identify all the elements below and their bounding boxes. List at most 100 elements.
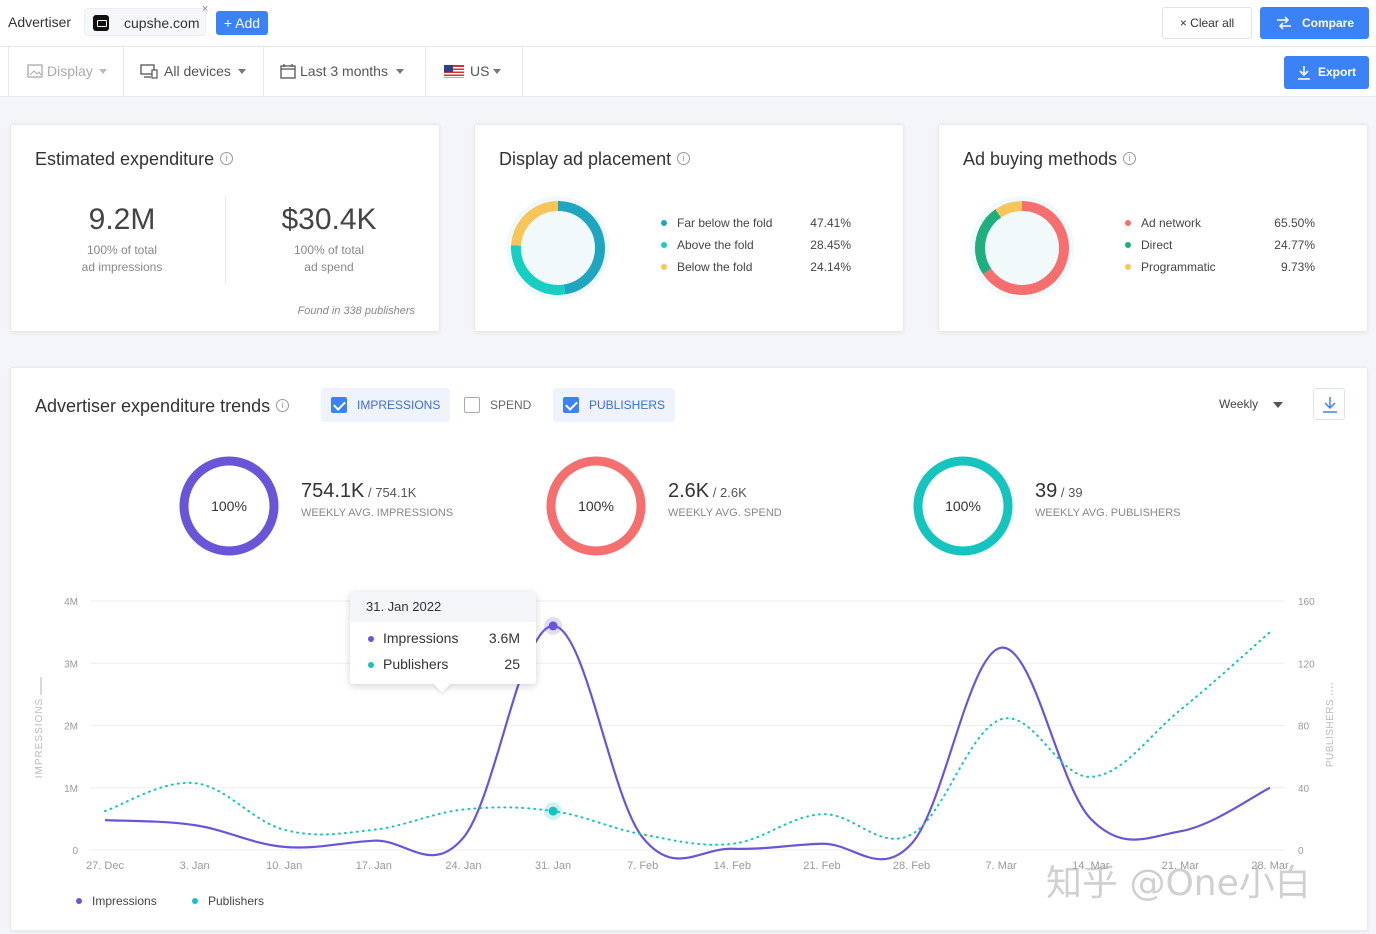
- metric-ring-percent: 100%: [211, 498, 247, 514]
- metric-current: 2.6K: [668, 480, 710, 502]
- advertiser-domain: cupshe.com: [124, 15, 200, 31]
- clear-all-button[interactable]: × Clear all: [1162, 7, 1252, 39]
- found-in-publishers: Found in 338 publishers: [297, 305, 415, 317]
- impressions-caption-line: 100% of total: [86, 243, 158, 257]
- ad-buying-methods-card: Ad buying methods i Ad network 65.50% Direc…: [938, 124, 1368, 332]
- metric-ring-percent: 100%: [945, 498, 981, 514]
- donut-segment[interactable]: [975, 201, 1069, 295]
- legend-label: Publishers: [208, 894, 265, 908]
- donut-segment[interactable]: [975, 201, 1069, 295]
- tooltip-date: 31. Jan 2022: [350, 592, 536, 622]
- download-icon: [1323, 397, 1337, 413]
- chevron-down-icon: [238, 69, 246, 74]
- metric-current: 39: [1035, 480, 1058, 502]
- export-button[interactable]: Export: [1284, 56, 1369, 89]
- legend-label: Programmatic: [1141, 260, 1216, 274]
- granularity-label: Weekly: [1219, 397, 1259, 411]
- trends-title: Advertiser expenditure trends i: [35, 396, 290, 417]
- metric-current: 754.1K: [301, 480, 365, 502]
- metric-total: / 754.1K: [364, 485, 417, 500]
- clear-all-label: Clear all: [1190, 16, 1235, 30]
- legend-item: Programmatic 9.73%: [1125, 260, 1315, 276]
- compare-label: Compare: [1302, 16, 1355, 30]
- period-label: Last 3 months: [300, 63, 388, 79]
- devices-dropdown[interactable]: All devices: [124, 47, 264, 96]
- card-title: Ad buying methods i: [963, 149, 1137, 170]
- info-icon[interactable]: i: [276, 398, 290, 412]
- estimated-expenditure-title: Estimated expenditure: [35, 149, 215, 169]
- donut-halo: [970, 196, 1074, 300]
- publishers-dot-icon: [192, 898, 198, 904]
- chevron-down-icon: [493, 69, 501, 74]
- metric-ring-percent: 100%: [578, 498, 614, 514]
- granularity-dropdown[interactable]: Weekly: [1219, 397, 1283, 411]
- publishers-dot-icon: [368, 662, 374, 668]
- donut-segment[interactable]: [511, 201, 605, 295]
- estimated-expenditure-card: Estimated expenditure i 9.2M 100% of tota…: [10, 124, 440, 332]
- chevron-down-icon: [396, 69, 404, 74]
- legend-percent: 24.14%: [810, 260, 851, 274]
- tooltip-value: 25: [504, 656, 520, 672]
- remove-advertiser-icon[interactable]: ×: [202, 3, 209, 15]
- card-title: Estimated expenditure i: [35, 149, 234, 170]
- calendar-icon: [280, 64, 296, 79]
- download-chart-button[interactable]: [1313, 388, 1345, 420]
- metric-total: / 2.6K: [709, 485, 747, 500]
- metric-ring-chart: [913, 456, 1013, 556]
- tooltip-row: Impressions 3.6M: [368, 630, 520, 648]
- legend-item: Direct 24.77%: [1125, 238, 1315, 254]
- tooltip-label: Impressions: [383, 630, 459, 646]
- legend-dot-icon: [661, 264, 667, 270]
- legend-item: Far below the fold 47.41%: [661, 216, 851, 232]
- metric-label: WEEKLY AVG. IMPRESSIONS: [301, 507, 454, 519]
- info-icon[interactable]: i: [1123, 151, 1137, 165]
- checkbox-checked-icon: [563, 397, 579, 413]
- tooltip-value: 3.6M: [488, 630, 520, 646]
- impressions-dot-icon: [368, 636, 374, 642]
- metric-ring-chart: [546, 456, 646, 556]
- chevron-down-icon: [99, 69, 107, 74]
- impressions-caption-line: ad impressions: [81, 260, 163, 274]
- info-icon[interactable]: i: [677, 151, 691, 165]
- ad-type-dropdown[interactable]: Display: [8, 47, 124, 96]
- tooltip-row: Publishers 25: [368, 656, 520, 674]
- info-icon[interactable]: i: [220, 151, 234, 165]
- add-advertiser-button[interactable]: + Add: [216, 11, 268, 35]
- card-title: Display ad placement i: [499, 149, 691, 170]
- chart-legend-impressions[interactable]: Impressions: [76, 894, 176, 910]
- chart-legend-publishers[interactable]: Publishers: [192, 894, 292, 910]
- metric-ring: 100%: [544, 454, 648, 558]
- trends-title-text: Advertiser expenditure trends: [35, 396, 271, 416]
- legend-label: Above the fold: [677, 238, 754, 252]
- us-flag-icon: [444, 65, 464, 78]
- impressions-toggle[interactable]: IMPRESSIONS: [321, 388, 451, 422]
- advertiser-chip[interactable]: cupshe.com ×: [84, 3, 208, 36]
- legend-item: Above the fold 28.45%: [661, 238, 851, 254]
- period-dropdown[interactable]: Last 3 months: [264, 47, 426, 96]
- ad-type-label: Display: [47, 63, 93, 79]
- spend-caption-line: 100% of total: [293, 243, 365, 257]
- legend-dot-icon: [661, 242, 667, 248]
- legend-dot-icon: [1125, 264, 1131, 270]
- display-ad-icon: [27, 64, 43, 78]
- legend-percent: 9.73%: [1280, 260, 1315, 274]
- impressions-value: 9.2M: [88, 203, 156, 236]
- metric-ring-fill: [179, 456, 279, 556]
- chart-tooltip: 31. Jan 2022 Impressions 3.6M Publishers…: [350, 592, 536, 693]
- donut-segment[interactable]: [511, 201, 605, 295]
- legend-label: Impressions: [92, 894, 157, 908]
- metric-ring-chart: [179, 456, 279, 556]
- export-label: Export: [1318, 65, 1357, 79]
- metric-value: 39 / 39: [1035, 480, 1083, 503]
- placement-donut-chart: [506, 196, 610, 300]
- publishers-toggle-label: PUBLISHERS: [589, 398, 666, 412]
- country-dropdown[interactable]: US: [426, 47, 523, 96]
- metric-label: WEEKLY AVG. SPEND: [668, 507, 782, 519]
- spend-toggle[interactable]: SPEND: [454, 388, 541, 422]
- publishers-toggle[interactable]: PUBLISHERS: [553, 388, 676, 422]
- checkbox-unchecked-icon: [464, 397, 480, 413]
- legend-label: Below the fold: [677, 260, 753, 274]
- compare-button[interactable]: Compare: [1260, 7, 1369, 39]
- impressions-dot-icon: [76, 898, 82, 904]
- site-logo-icon: [93, 15, 109, 31]
